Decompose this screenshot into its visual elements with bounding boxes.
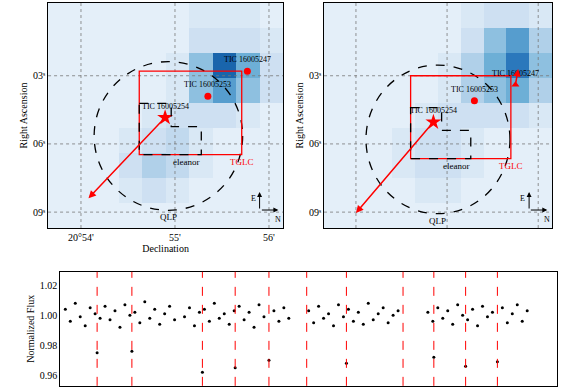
svg-text:55': 55' xyxy=(169,232,181,243)
svg-text:56': 56' xyxy=(263,232,275,243)
svg-text:TIC 16005254: TIC 16005254 xyxy=(142,102,189,111)
svg-text:20°54': 20°54' xyxy=(68,232,94,243)
svg-text:03ˢ: 03ˢ xyxy=(309,70,321,81)
svg-text:09ˢ: 09ˢ xyxy=(33,207,45,218)
svg-text:TIC 16005253: TIC 16005253 xyxy=(451,85,498,94)
svg-text:0.96: 0.96 xyxy=(40,370,58,381)
svg-text:Right Ascension: Right Ascension xyxy=(294,83,305,149)
svg-text:E: E xyxy=(251,194,256,203)
svg-text:TIC 16005253: TIC 16005253 xyxy=(184,80,231,89)
svg-text:TGLC: TGLC xyxy=(230,157,254,167)
svg-text:N: N xyxy=(275,215,281,224)
svg-text:eleanor: eleanor xyxy=(443,161,469,171)
svg-text:TIC 16005254: TIC 16005254 xyxy=(410,106,457,115)
svg-text:TGLC: TGLC xyxy=(499,161,523,171)
svg-text:E: E xyxy=(520,194,525,203)
svg-text:eleanor: eleanor xyxy=(173,157,199,167)
svg-text:1.00: 1.00 xyxy=(40,310,58,321)
svg-text:Right Ascension: Right Ascension xyxy=(18,83,29,149)
svg-text:N: N xyxy=(544,215,550,224)
svg-text:03ˢ: 03ˢ xyxy=(33,70,45,81)
svg-text:Declination: Declination xyxy=(142,243,189,254)
svg-text:Normalized Flux: Normalized Flux xyxy=(25,295,36,363)
svg-text:09ˢ: 09ˢ xyxy=(309,207,321,218)
svg-text:0.98: 0.98 xyxy=(40,340,58,351)
svg-text:TIC 16005247: TIC 16005247 xyxy=(492,69,539,78)
svg-text:QLP: QLP xyxy=(160,212,177,222)
svg-text:06ˢ: 06ˢ xyxy=(33,138,45,149)
svg-text:TIC 16005247: TIC 16005247 xyxy=(224,55,271,64)
svg-text:06ˢ: 06ˢ xyxy=(309,138,321,149)
svg-text:QLP: QLP xyxy=(429,216,446,226)
svg-text:1.02: 1.02 xyxy=(40,280,58,291)
